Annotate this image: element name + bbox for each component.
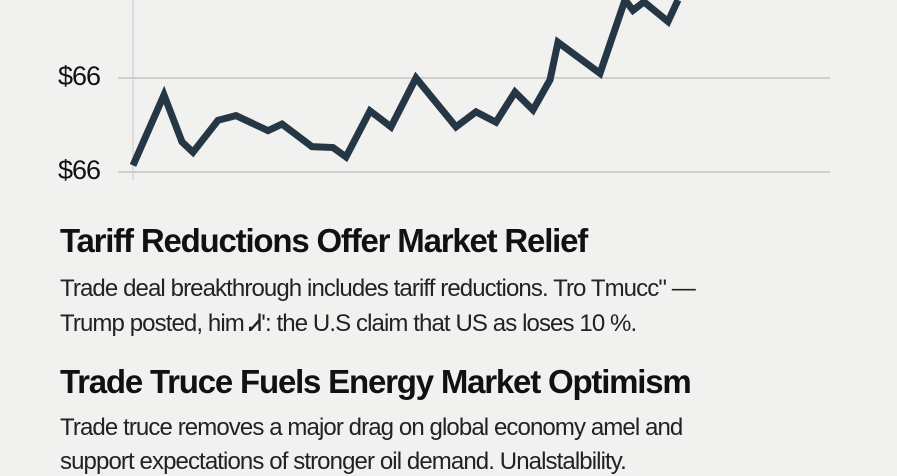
- article-text-line: Trade truce removes a major drag on glob…: [60, 414, 682, 442]
- y-tick-label: $66: [58, 61, 100, 92]
- headline-trade-truce: Trade Truce Fuels Energy Market Optimism: [60, 363, 691, 401]
- y-tick-label: $66: [58, 155, 100, 186]
- price-line-chart: [0, 0, 897, 200]
- article-text-line: support expectations of stronger oil dem…: [60, 448, 626, 476]
- headline-tariff: Tariff Reductions Offer Market Relief: [60, 222, 587, 260]
- article-text-line: Trade deal breakthrough includes tariff …: [60, 275, 695, 303]
- series-line: [133, 0, 678, 165]
- article-text-line: Trump posted, him Ꮧ': the U.S claim that…: [60, 310, 636, 338]
